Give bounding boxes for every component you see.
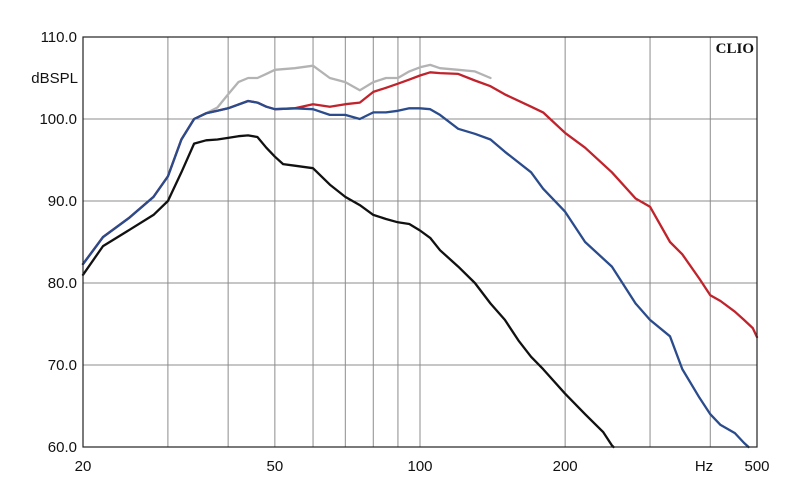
y-tick-label: 80.0 (48, 275, 77, 292)
x-tick-label: 500 (744, 458, 769, 475)
y-axis-label: dBSPL (31, 70, 78, 87)
y-tick-label: 60.0 (48, 439, 77, 456)
x-tick-labels: 20 50 100 200 500 (75, 458, 770, 475)
y-tick-labels: 60.0 70.0 80.0 90.0 100.0 110.0 (39, 29, 77, 456)
y-tick-label: 100.0 (39, 111, 77, 128)
y-tick-label: 90.0 (48, 193, 77, 210)
series-group (81, 63, 759, 449)
y-tick-label: 70.0 (48, 357, 77, 374)
y-tick-label: 110.0 (41, 29, 77, 46)
x-tick-label: 100 (407, 458, 432, 475)
clio-brand-label: CLIO (716, 41, 754, 57)
x-axis-label: Hz (695, 458, 713, 475)
x-tick-label: 200 (553, 458, 578, 475)
series-line-4 (81, 134, 615, 449)
plot-frame (82, 36, 758, 448)
series-line-3 (81, 99, 750, 449)
x-tick-label: 20 (75, 458, 92, 475)
x-tick-label: 50 (267, 458, 284, 475)
